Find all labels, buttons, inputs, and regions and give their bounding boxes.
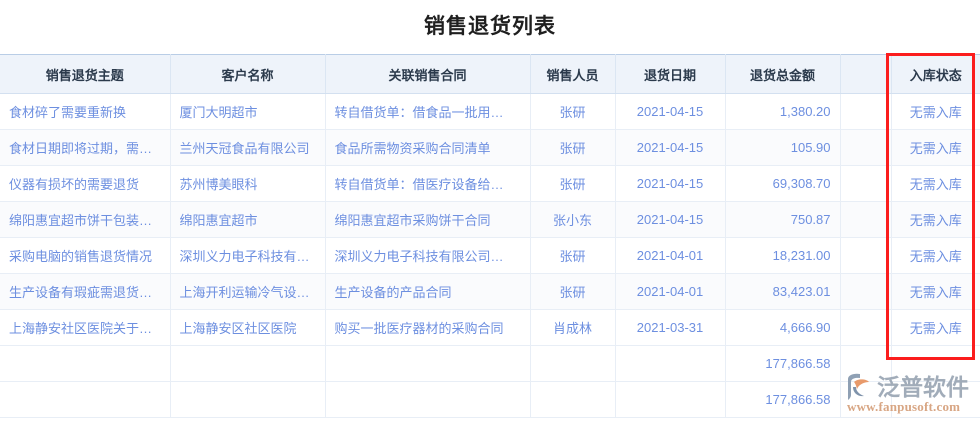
cell-contract[interactable]: 生产设备的产品合同 xyxy=(325,273,531,310)
cell-amount: 177,866.58 xyxy=(725,381,841,418)
cell-spacer xyxy=(840,345,892,382)
cell-subject[interactable]: 绵阳惠宜超市饼干包装有… xyxy=(0,201,171,238)
cell-customer[interactable]: 厦门大明超市 xyxy=(170,93,326,130)
cell-subject xyxy=(0,345,171,382)
cell-contract xyxy=(325,345,531,382)
cell-amount: 69,308.70 xyxy=(725,165,841,202)
cell-subject[interactable]: 食材碎了需要重新换 xyxy=(0,93,171,130)
cell-subject xyxy=(0,381,171,418)
column-header-subject[interactable]: 销售退货主题 xyxy=(0,54,171,94)
cell-date: 2021-03-31 xyxy=(615,309,726,346)
column-header-status[interactable]: 入库状态 xyxy=(891,54,980,94)
cell-spacer xyxy=(840,201,892,238)
column-header-contract[interactable]: 关联销售合同 xyxy=(325,54,531,94)
cell-customer xyxy=(170,381,326,418)
cell-date: 2021-04-15 xyxy=(615,93,726,130)
table-header: 销售退货主题 客户名称 关联销售合同 销售人员 退货日期 退货总金额 入库状态 xyxy=(0,54,980,94)
cell-person[interactable]: 张小东 xyxy=(530,201,616,238)
table-row[interactable]: 食材日期即将过期，需要… 兰州天冠食品有限公司 食品所需物资采购合同清单 张研 2021… xyxy=(0,129,980,166)
cell-person[interactable]: 张研 xyxy=(530,93,616,130)
table-row[interactable]: 食材碎了需要重新换 厦门大明超市 转自借货单：借食品一批用… 张研 2021-04-15… xyxy=(0,93,980,130)
cell-amount: 105.90 xyxy=(725,129,841,166)
cell-status xyxy=(891,381,980,418)
cell-date: 2021-04-15 xyxy=(615,165,726,202)
table-row[interactable]: 上海静安社区医院关于医… 上海静安区社区医院 购买一批医疗器材的采购合同 肖成林 202… xyxy=(0,309,980,346)
table-row[interactable]: 仪器有损坏的需要退货 苏州博美眼科 转自借货单：借医疗设备给… 张研 2021-04-1… xyxy=(0,165,980,202)
cell-contract[interactable]: 转自借货单：借医疗设备给… xyxy=(325,165,531,202)
cell-person xyxy=(530,345,616,382)
cell-subject[interactable]: 上海静安社区医院关于医… xyxy=(0,309,171,346)
cell-date xyxy=(615,345,726,382)
cell-status: 无需入库 xyxy=(891,309,980,346)
cell-spacer xyxy=(840,381,892,418)
cell-status xyxy=(891,345,980,382)
cell-contract[interactable]: 深圳义力电子科技有限公司… xyxy=(325,237,531,274)
column-header-customer[interactable]: 客户名称 xyxy=(170,54,326,94)
table-body: 食材碎了需要重新换 厦门大明超市 转自借货单：借食品一批用… 张研 2021-04-15… xyxy=(0,93,980,418)
cell-status: 无需入库 xyxy=(891,273,980,310)
cell-status: 无需入库 xyxy=(891,201,980,238)
cell-spacer xyxy=(840,309,892,346)
cell-subject[interactable]: 食材日期即将过期，需要… xyxy=(0,129,171,166)
cell-customer[interactable]: 上海静安区社区医院 xyxy=(170,309,326,346)
table-row[interactable]: 生产设备有瑕疵需退货清单 上海开利运输冷气设… 生产设备的产品合同 张研 2021-04… xyxy=(0,273,980,310)
table-summary-row: 177,866.58 xyxy=(0,381,980,418)
cell-customer[interactable]: 苏州博美眼科 xyxy=(170,165,326,202)
table-summary-row: 177,866.58 xyxy=(0,345,980,382)
cell-spacer xyxy=(840,237,892,274)
column-header-spacer xyxy=(840,54,892,94)
cell-person[interactable]: 张研 xyxy=(530,129,616,166)
cell-amount: 83,423.01 xyxy=(725,273,841,310)
cell-customer[interactable]: 上海开利运输冷气设… xyxy=(170,273,326,310)
cell-subject[interactable]: 采购电脑的销售退货情况 xyxy=(0,237,171,274)
column-header-amount[interactable]: 退货总金额 xyxy=(725,54,841,94)
cell-customer[interactable]: 绵阳惠宜超市 xyxy=(170,201,326,238)
column-header-date[interactable]: 退货日期 xyxy=(615,54,726,94)
cell-status: 无需入库 xyxy=(891,165,980,202)
cell-contract[interactable]: 绵阳惠宜超市采购饼干合同 xyxy=(325,201,531,238)
cell-person[interactable]: 张研 xyxy=(530,237,616,274)
page-title: 销售退货列表 xyxy=(424,15,556,38)
cell-spacer xyxy=(840,129,892,166)
cell-subject[interactable]: 生产设备有瑕疵需退货清单 xyxy=(0,273,171,310)
table-row[interactable]: 采购电脑的销售退货情况 深圳义力电子科技有… 深圳义力电子科技有限公司… 张研 2021… xyxy=(0,237,980,274)
cell-customer[interactable]: 兰州天冠食品有限公司 xyxy=(170,129,326,166)
table-row[interactable]: 绵阳惠宜超市饼干包装有… 绵阳惠宜超市 绵阳惠宜超市采购饼干合同 张小东 2021-04… xyxy=(0,201,980,238)
cell-date: 2021-04-15 xyxy=(615,129,726,166)
cell-customer[interactable]: 深圳义力电子科技有… xyxy=(170,237,326,274)
cell-person[interactable]: 张研 xyxy=(530,273,616,310)
cell-status: 无需入库 xyxy=(891,129,980,166)
cell-person[interactable]: 肖成林 xyxy=(530,309,616,346)
cell-date: 2021-04-01 xyxy=(615,273,726,310)
cell-spacer xyxy=(840,93,892,130)
sales-return-table: 销售退货主题 客户名称 关联销售合同 销售人员 退货日期 退货总金额 入库状态 … xyxy=(0,54,980,418)
cell-amount: 18,231.00 xyxy=(725,237,841,274)
cell-amount: 4,666.90 xyxy=(725,309,841,346)
cell-date xyxy=(615,381,726,418)
cell-contract xyxy=(325,381,531,418)
cell-spacer xyxy=(840,273,892,310)
cell-date: 2021-04-15 xyxy=(615,201,726,238)
cell-contract[interactable]: 食品所需物资采购合同清单 xyxy=(325,129,531,166)
cell-status: 无需入库 xyxy=(891,93,980,130)
cell-contract[interactable]: 转自借货单：借食品一批用… xyxy=(325,93,531,130)
cell-date: 2021-04-01 xyxy=(615,237,726,274)
column-header-person[interactable]: 销售人员 xyxy=(530,54,616,94)
cell-customer xyxy=(170,345,326,382)
cell-contract[interactable]: 购买一批医疗器材的采购合同 xyxy=(325,309,531,346)
cell-spacer xyxy=(840,165,892,202)
cell-person[interactable]: 张研 xyxy=(530,165,616,202)
cell-person xyxy=(530,381,616,418)
cell-amount: 177,866.58 xyxy=(725,345,841,382)
table-header-row: 销售退货主题 客户名称 关联销售合同 销售人员 退货日期 退货总金额 入库状态 xyxy=(0,54,980,94)
cell-amount: 1,380.20 xyxy=(725,93,841,130)
cell-status: 无需入库 xyxy=(891,237,980,274)
cell-amount: 750.87 xyxy=(725,201,841,238)
cell-subject[interactable]: 仪器有损坏的需要退货 xyxy=(0,165,171,202)
